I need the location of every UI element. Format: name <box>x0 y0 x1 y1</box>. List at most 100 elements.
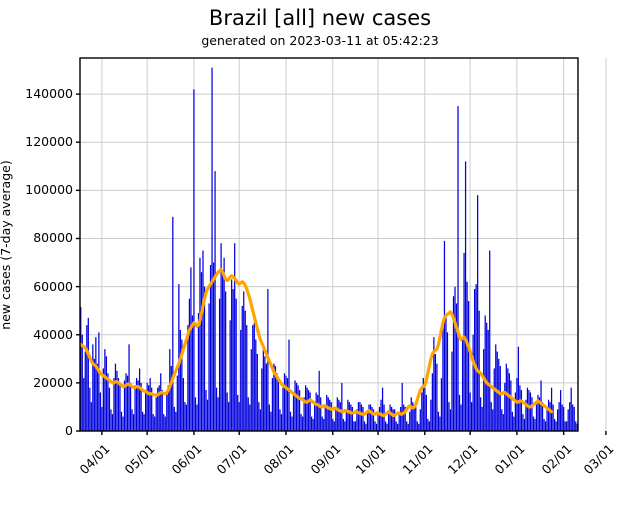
bar <box>436 363 438 431</box>
y-axis-tick-label: 100000 <box>25 182 73 198</box>
bar <box>211 67 213 431</box>
bar <box>510 380 512 431</box>
bar <box>404 406 406 431</box>
bar <box>96 363 98 431</box>
bar <box>264 356 266 431</box>
bar <box>552 404 554 431</box>
bar <box>185 404 188 431</box>
bar <box>221 272 224 431</box>
bar <box>529 392 532 431</box>
bar <box>492 409 494 431</box>
bar <box>513 416 515 431</box>
axis-frame <box>79 57 579 432</box>
bar <box>304 385 307 431</box>
bar <box>324 404 326 431</box>
bar <box>84 351 86 431</box>
bar <box>246 325 248 431</box>
bar <box>511 411 513 431</box>
bar <box>400 406 402 431</box>
bar <box>342 418 344 431</box>
bar <box>298 390 301 431</box>
bar <box>252 325 254 431</box>
bar <box>206 399 209 431</box>
bar <box>566 421 568 431</box>
bar <box>234 243 236 431</box>
bar <box>327 397 329 431</box>
bar <box>107 373 109 431</box>
bar <box>119 385 121 431</box>
bar <box>345 409 347 431</box>
bar <box>312 418 314 431</box>
bar <box>534 418 536 431</box>
bar <box>138 368 141 431</box>
bar <box>329 399 331 431</box>
bar <box>163 414 165 431</box>
bar <box>129 382 132 431</box>
bar <box>561 404 563 431</box>
bar <box>508 373 510 431</box>
bar <box>567 409 569 431</box>
bar <box>498 358 500 431</box>
bar <box>191 315 194 431</box>
bar <box>475 284 477 431</box>
bar <box>157 387 159 431</box>
bar <box>464 161 467 432</box>
bar <box>145 392 147 431</box>
bar <box>469 392 471 431</box>
bar <box>102 368 105 431</box>
bar <box>516 378 518 431</box>
bar <box>341 382 343 431</box>
bar <box>359 402 361 431</box>
bar <box>339 402 341 431</box>
bar <box>146 382 148 431</box>
bar <box>430 399 432 431</box>
bar <box>523 418 526 431</box>
bar <box>161 390 163 431</box>
bar <box>528 390 530 431</box>
y-tick-marks <box>76 93 80 432</box>
bar <box>113 378 115 431</box>
bar <box>247 397 249 431</box>
bar <box>197 313 200 431</box>
bar <box>258 402 260 431</box>
bar <box>226 392 228 431</box>
bar <box>291 416 293 431</box>
bar <box>321 416 323 431</box>
bar <box>519 385 521 431</box>
bar <box>320 397 322 431</box>
bar <box>318 370 320 431</box>
bar <box>378 406 381 431</box>
bar <box>541 402 544 431</box>
bar <box>270 411 272 431</box>
bar <box>220 243 222 431</box>
bar <box>155 397 157 431</box>
bar <box>392 409 394 431</box>
bar <box>377 414 379 431</box>
bar <box>350 404 352 431</box>
chart-title: Brazil [all] new cases <box>208 6 432 30</box>
bar <box>137 380 139 431</box>
bar <box>134 385 136 431</box>
bar <box>454 286 456 431</box>
bar <box>375 423 378 431</box>
bar <box>214 171 216 431</box>
bar <box>282 387 284 431</box>
bar <box>288 339 290 431</box>
bar <box>90 402 92 431</box>
bar <box>326 394 328 431</box>
bar <box>403 404 405 431</box>
plot-area <box>76 57 607 435</box>
bar <box>235 298 237 431</box>
bar <box>466 281 468 431</box>
bar <box>369 404 372 431</box>
bar <box>297 385 299 431</box>
bar <box>555 421 557 431</box>
bar <box>514 392 516 431</box>
bar <box>286 378 289 431</box>
bar <box>338 399 340 431</box>
bar <box>114 363 117 431</box>
bar <box>250 349 252 431</box>
bar <box>140 382 142 431</box>
chart-subtitle: generated on 2023-03-11 at 05:42:23 <box>201 33 439 48</box>
bar <box>560 390 562 431</box>
